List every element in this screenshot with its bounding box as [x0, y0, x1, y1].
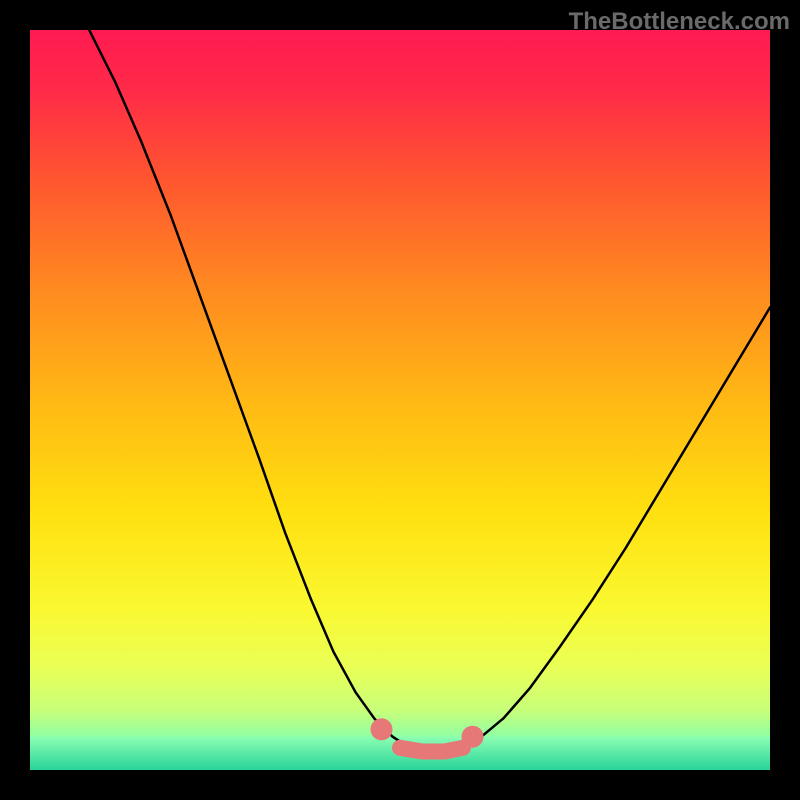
chart-container: TheBottleneck.com	[0, 0, 800, 800]
plot-area	[30, 30, 770, 770]
plot-svg	[30, 30, 770, 770]
